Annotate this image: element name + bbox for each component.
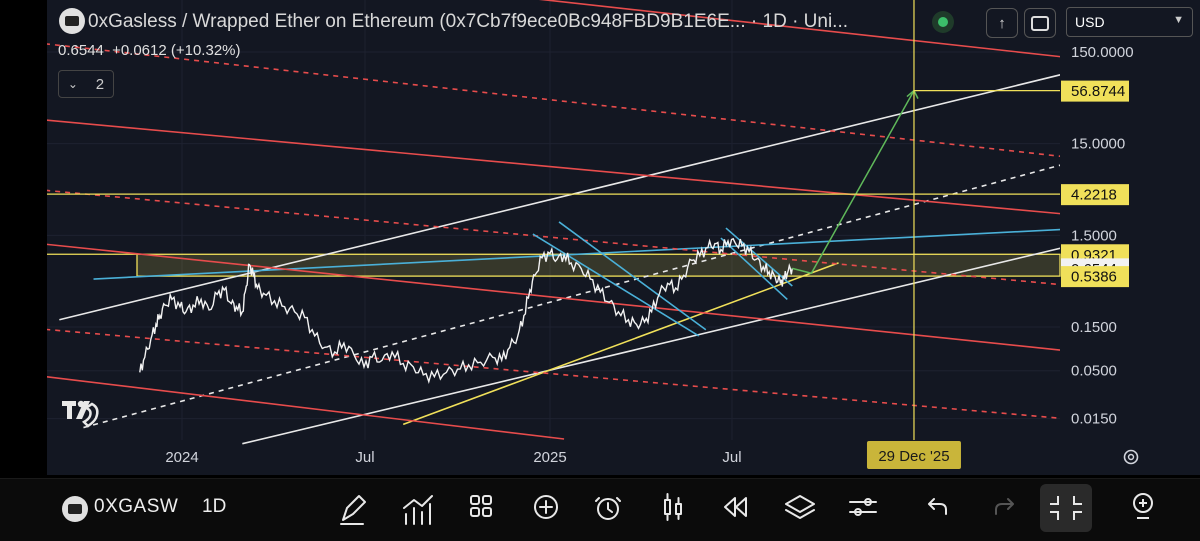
toolbar-icons	[340, 484, 1153, 532]
x-tick-label: Jul	[722, 449, 741, 466]
grid-icon[interactable]	[470, 495, 492, 517]
symbol-logo-small	[62, 496, 88, 522]
redo-icon[interactable]	[995, 498, 1014, 515]
crosshair-date-label: 29 Dec '25	[878, 448, 949, 465]
trend-line[interactable]	[242, 232, 1130, 445]
trend-line[interactable]	[93, 226, 1131, 280]
candles-icon[interactable]	[664, 493, 682, 521]
layout-button[interactable]	[1024, 8, 1056, 38]
settings-sliders-icon[interactable]	[849, 498, 877, 516]
tradingview-logo	[62, 400, 99, 428]
layers-icon[interactable]	[785, 495, 815, 519]
trend-line[interactable]	[402, 262, 839, 426]
share-button[interactable]: ↑	[986, 8, 1018, 38]
trend-line[interactable]	[725, 227, 793, 287]
indicators-count: 2	[95, 75, 105, 93]
add-icon[interactable]	[534, 495, 558, 519]
trend-line[interactable]	[0, 363, 565, 440]
last-price: 0.6544	[58, 42, 104, 59]
timeframe-button[interactable]: 1D	[202, 496, 227, 517]
bottom-toolbar	[0, 478, 1200, 541]
undo-icon[interactable]	[928, 498, 947, 515]
symbol-button[interactable]: 0XGASW	[94, 496, 179, 517]
arrow-up-icon: ↑	[998, 14, 1006, 32]
price-label-badge	[1061, 266, 1129, 288]
fullscreen-button[interactable]	[1040, 484, 1092, 532]
x-tick-label: 2025	[533, 449, 566, 466]
replay-icon[interactable]	[724, 497, 747, 517]
support-zone[interactable]	[136, 253, 1061, 277]
price-readout: 0.6544 +0.0612 (+10.32%)	[58, 42, 241, 59]
projection-line[interactable]	[792, 90, 915, 275]
currency-select[interactable]: USD ▼	[1066, 7, 1193, 37]
chevron-down-icon: ⌄	[67, 77, 78, 91]
trend-line[interactable]	[0, 233, 1130, 358]
symbol-logo	[59, 8, 85, 34]
price-label-badge	[1061, 184, 1129, 206]
idea-icon[interactable]	[1133, 493, 1153, 519]
collapse-icon	[1050, 496, 1082, 520]
gear-icon[interactable]	[1123, 449, 1139, 465]
trend-line[interactable]	[0, 110, 1130, 220]
price-label-badge	[1061, 80, 1129, 102]
trend-line[interactable]	[83, 146, 1130, 429]
price-axis	[1060, 0, 1200, 475]
layout-icon	[1031, 15, 1049, 31]
y-tick-label: 0.1500	[1071, 319, 1117, 336]
y-tick-label: 1.5000	[1071, 227, 1117, 244]
price-label: 56.8744	[1071, 83, 1125, 100]
price-label: 4.2218	[1071, 187, 1117, 204]
y-tick-label: 15.0000	[1071, 136, 1125, 153]
trend-line[interactable]	[532, 233, 700, 337]
trend-line[interactable]	[720, 237, 788, 300]
trend-line[interactable]	[558, 221, 707, 331]
draw-pen-icon[interactable]	[340, 495, 366, 525]
trend-line[interactable]	[0, 0, 1130, 64]
price-label: 0.5386	[1071, 269, 1117, 286]
x-tick-label: Jul	[355, 449, 374, 466]
trend-line[interactable]	[0, 32, 1130, 164]
price-change: +0.0612 (+10.32%)	[112, 42, 241, 59]
indicators-icon[interactable]	[403, 495, 433, 525]
alarm-icon[interactable]	[595, 497, 621, 520]
x-tick-label: 2024	[165, 449, 198, 466]
chart-title[interactable]: 0xGasless / Wrapped Ether on Ethereum (0…	[88, 11, 849, 32]
status-dot-icon	[932, 11, 954, 33]
trend-line[interactable]	[59, 58, 1130, 321]
y-tick-label: 0.0500	[1071, 363, 1117, 380]
y-tick-label: 150.0000	[1071, 44, 1134, 61]
y-tick-label: 0.0150	[1071, 411, 1117, 428]
currency-value: USD	[1075, 14, 1105, 30]
price-series-line	[139, 237, 793, 384]
crosshair-date-badge	[866, 441, 961, 469]
chevron-down-icon: ▼	[1173, 14, 1184, 26]
indicators-toggle[interactable]: ⌄ 2	[58, 70, 114, 98]
